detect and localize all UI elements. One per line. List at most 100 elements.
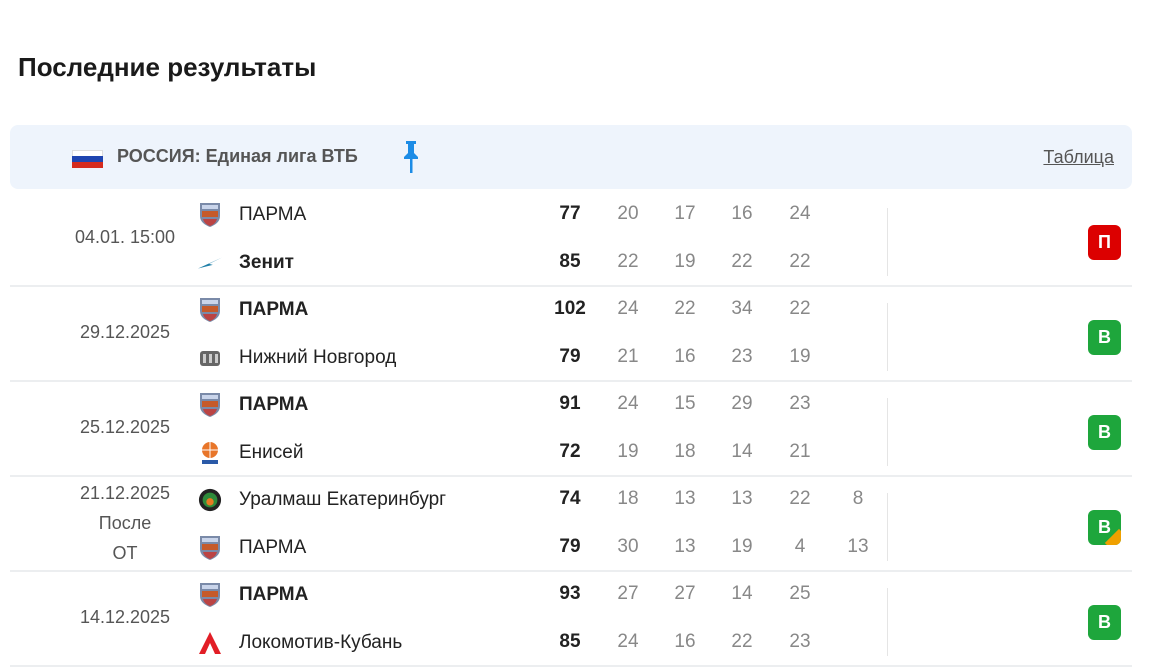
- divider: [887, 208, 888, 276]
- league-header: РОССИЯ: Единая лига ВТБ Таблица: [10, 125, 1132, 189]
- home-period-score: 15: [674, 393, 696, 414]
- result-letter: П: [1098, 232, 1111, 252]
- away-period-score: 22: [731, 631, 753, 652]
- enisey-logo-icon: [198, 441, 222, 465]
- home-period-score: 22: [789, 488, 811, 509]
- home-team[interactable]: ПАРМА: [198, 295, 308, 325]
- team-name: ПАРМА: [239, 204, 307, 225]
- away-team[interactable]: Зенит: [198, 248, 294, 278]
- home-period-score: 16: [731, 203, 753, 224]
- pin-icon[interactable]: [402, 139, 420, 175]
- home-period-score: 22: [674, 298, 696, 319]
- away-period-score: 16: [674, 631, 696, 652]
- away-score: 85: [559, 251, 581, 272]
- parma-logo-icon: [198, 298, 222, 322]
- home-period-score: 18: [617, 488, 639, 509]
- divider: [887, 588, 888, 656]
- away-period-score: 22: [789, 251, 811, 272]
- divider: [887, 398, 888, 466]
- away-period-score: 14: [731, 441, 753, 462]
- parma-logo-icon: [198, 583, 222, 607]
- away-period-score: 22: [617, 251, 639, 272]
- match-row[interactable]: 21.12.2025 После ОТ Уралмаш Екатеринбург 74 1…: [10, 475, 1132, 572]
- away-period-score: 13: [674, 536, 696, 557]
- team-name: Енисей: [239, 442, 304, 463]
- home-period-score: 25: [789, 583, 811, 604]
- away-score: 79: [559, 536, 581, 557]
- home-period-score: 24: [789, 203, 811, 224]
- divider: [887, 493, 888, 561]
- away-team[interactable]: Нижний Новгород: [198, 343, 396, 373]
- result-letter: В: [1098, 612, 1111, 632]
- result-badge: В: [1088, 605, 1121, 640]
- match-date: 14.12.2025: [50, 602, 200, 632]
- team-name: Локомотив-Кубань: [239, 632, 403, 653]
- away-period-score: 23: [731, 346, 753, 367]
- match-row[interactable]: 25.12.2025 ПАРМА 91 24 15 29 23 Енисей 72 19 18 14 2…: [10, 380, 1132, 477]
- home-score: 77: [559, 203, 581, 224]
- away-team[interactable]: Локомотив-Кубань: [198, 628, 402, 658]
- team-name: ПАРМА: [239, 584, 309, 605]
- home-period-score: 14: [731, 583, 753, 604]
- parma-logo-icon: [198, 203, 222, 227]
- home-period-score: 20: [617, 203, 639, 224]
- result-badge: В: [1088, 415, 1121, 450]
- home-score: 93: [559, 583, 581, 604]
- uralmash-logo-icon: [198, 488, 222, 512]
- home-period-score: 34: [731, 298, 753, 319]
- home-period-score: 23: [789, 393, 811, 414]
- away-period-score: 19: [789, 346, 811, 367]
- date-line: 21.12.2025: [79, 483, 171, 503]
- home-team[interactable]: ПАРМА: [198, 390, 308, 420]
- home-period-score: 24: [617, 393, 639, 414]
- result-letter: В: [1098, 422, 1111, 442]
- result-letter: В: [1098, 327, 1111, 347]
- away-score: 79: [559, 346, 581, 367]
- team-name: ПАРМА: [239, 299, 309, 320]
- match-row[interactable]: 29.12.2025 ПАРМА 102 24 22 34 22 Нижний Новгоро…: [10, 285, 1132, 382]
- home-score: 102: [554, 298, 586, 319]
- away-period-score: 19: [617, 441, 639, 462]
- away-period-score: 13: [847, 536, 869, 557]
- page-title: Последние результаты: [18, 52, 317, 82]
- away-period-score: 24: [617, 631, 639, 652]
- nn-logo-icon: [198, 346, 222, 370]
- away-period-score: 22: [731, 251, 753, 272]
- away-score: 85: [559, 631, 581, 652]
- home-team[interactable]: ПАРМА: [198, 580, 308, 610]
- divider: [887, 303, 888, 371]
- match-row[interactable]: 04.01. 15:00 ПАРМА 77 20 17 16 24 Зенит 85 22 19 22…: [10, 190, 1132, 287]
- home-team[interactable]: Уралмаш Екатеринбург: [198, 485, 446, 515]
- away-period-score: 16: [674, 346, 696, 367]
- home-period-score: 29: [731, 393, 753, 414]
- home-period-score: 13: [731, 488, 753, 509]
- home-score: 91: [559, 393, 581, 414]
- match-row[interactable]: 14.12.2025 ПАРМА 93 27 27 14 25 Локомотив-Кубан…: [10, 570, 1132, 667]
- home-period-score: 22: [789, 298, 811, 319]
- team-name: Зенит: [239, 252, 294, 273]
- date-line: 14.12.2025: [79, 607, 171, 627]
- match-date: 29.12.2025: [50, 317, 200, 347]
- home-period-score: 8: [852, 488, 864, 509]
- table-link[interactable]: Таблица: [1043, 147, 1114, 167]
- result-badge: П: [1088, 225, 1121, 260]
- away-period-score: 23: [789, 631, 811, 652]
- team-name: ПАРМА: [239, 394, 309, 415]
- league-name[interactable]: РОССИЯ: Единая лига ВТБ: [117, 146, 358, 166]
- home-team[interactable]: ПАРМА: [198, 200, 306, 230]
- parma-logo-icon: [198, 393, 222, 417]
- away-period-score: 19: [731, 536, 753, 557]
- russia-flag-icon: [72, 150, 103, 168]
- date-line: 25.12.2025: [79, 417, 171, 437]
- home-period-score: 27: [674, 583, 696, 604]
- home-period-score: 13: [674, 488, 696, 509]
- home-period-score: 24: [617, 298, 639, 319]
- result-letter: В: [1098, 517, 1111, 537]
- away-period-score: 21: [617, 346, 639, 367]
- team-name: Уралмаш Екатеринбург: [239, 489, 447, 510]
- home-score: 74: [559, 488, 581, 509]
- away-team[interactable]: ПАРМА: [198, 533, 306, 563]
- match-date: 04.01. 15:00: [50, 222, 200, 252]
- result-badge: В: [1088, 510, 1121, 545]
- away-team[interactable]: Енисей: [198, 438, 303, 468]
